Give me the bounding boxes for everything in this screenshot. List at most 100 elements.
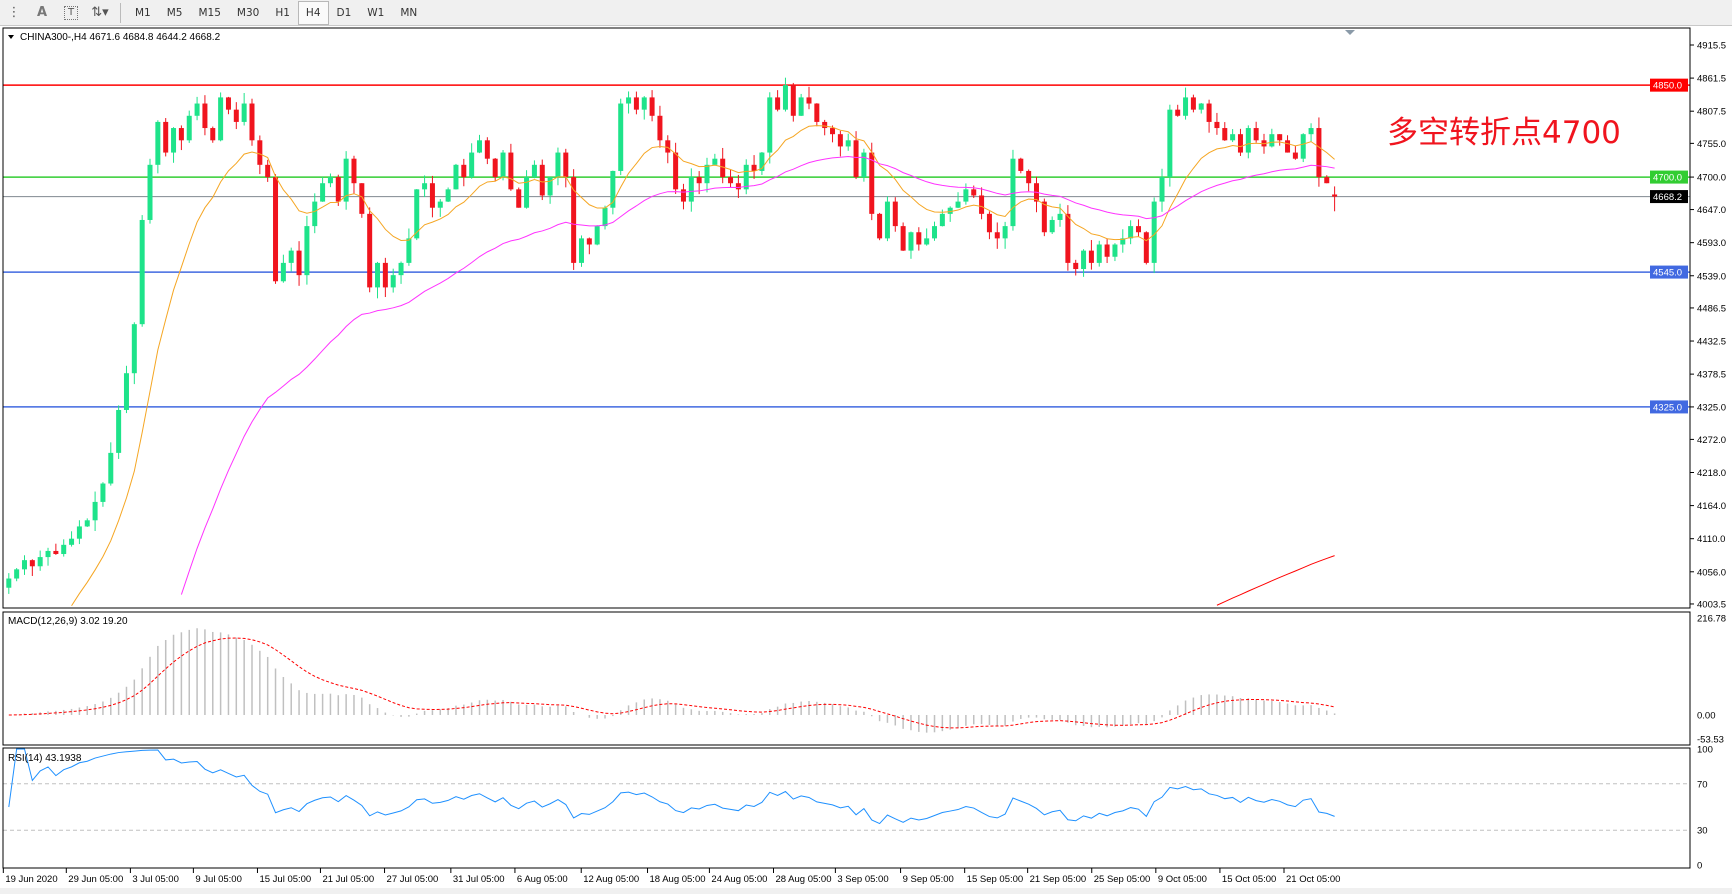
candle-body — [437, 201, 443, 208]
candle-body — [1073, 262, 1079, 270]
rsi-tick-label: 30 — [1697, 826, 1708, 837]
candle — [1292, 145, 1298, 160]
candle-body — [359, 183, 365, 214]
candle — [1245, 125, 1251, 159]
text-label-icon[interactable]: T — [64, 5, 78, 20]
period-button-m15[interactable]: M15 — [198, 6, 221, 19]
time-tick-label: 29 Jun 05:00 — [68, 874, 123, 885]
text-icon[interactable]: A — [36, 5, 48, 20]
candle-body — [1081, 250, 1087, 270]
candle — [461, 158, 467, 187]
collapse-triangle-icon[interactable] — [8, 35, 14, 39]
candle — [578, 235, 584, 267]
candle-body — [1112, 244, 1118, 257]
candle — [1237, 128, 1243, 156]
candle-body — [798, 97, 804, 116]
macd-pane[interactable] — [8, 628, 1336, 733]
hline-grid-icon[interactable]: ⋮ — [7, 5, 21, 20]
candle-body — [265, 164, 271, 178]
macd-tick-label: 216.78 — [1697, 614, 1726, 625]
candle-body — [453, 164, 459, 190]
rsi-tick-label: 100 — [1697, 745, 1713, 756]
main-price-pane[interactable] — [3, 77, 1690, 607]
candle — [735, 174, 741, 198]
moving-average-line-2 — [180, 155, 1335, 595]
candle — [335, 174, 341, 206]
candle-body — [1316, 128, 1322, 178]
level-price-label: 4668.2 — [1653, 192, 1682, 203]
chart-shift-marker-icon[interactable] — [1345, 30, 1355, 35]
candle — [1332, 186, 1338, 212]
candle-body — [131, 324, 137, 374]
candle — [751, 155, 757, 179]
period-button-m30[interactable]: M30 — [236, 6, 260, 19]
candle-body — [1159, 177, 1165, 202]
period-button-m5[interactable]: M5 — [166, 6, 183, 19]
candle-body — [327, 177, 333, 184]
candle-body — [979, 195, 985, 214]
candle — [1159, 168, 1165, 212]
candle — [304, 215, 310, 285]
time-axis: 19 Jun 2020 29 Jun 05:00 3 Jul 05:00 9 Jul … — [0, 868, 1732, 894]
candle — [1214, 112, 1220, 135]
candle — [775, 90, 781, 112]
candle — [123, 365, 129, 414]
candle-body — [1120, 238, 1126, 245]
candle-body — [916, 232, 922, 245]
candle — [861, 148, 867, 182]
candle — [955, 192, 961, 209]
price-tick-label: 4218.0 — [1697, 468, 1726, 479]
candle — [806, 86, 812, 110]
price-tick-label: 4807.5 — [1697, 107, 1726, 118]
level-price-tag — [1650, 78, 1688, 92]
candle-body — [1175, 109, 1181, 116]
period-button-h1[interactable]: H1 — [275, 6, 290, 19]
candle — [767, 92, 773, 164]
candle — [814, 103, 820, 127]
candle-body — [1230, 134, 1236, 141]
time-tick-label: 21 Jul 05:00 — [322, 874, 374, 885]
arrows-icon[interactable]: ⇅▾ — [91, 5, 109, 20]
period-button-w1[interactable]: W1 — [367, 6, 385, 19]
period-button-d1[interactable]: D1 — [336, 6, 352, 19]
candle-body — [767, 97, 773, 153]
time-tick-label: 28 Aug 05:00 — [776, 874, 832, 885]
candle — [61, 539, 67, 557]
candle — [422, 175, 428, 198]
annotation-text: 多空转折点4700 — [1387, 115, 1621, 151]
candle-body — [845, 140, 851, 147]
candle — [1026, 169, 1032, 192]
candle — [163, 118, 169, 157]
level-price-tags: 4850.0 4700.0 4668.2 4545.0 4325.0 — [1650, 78, 1688, 414]
candle — [508, 143, 514, 191]
candle — [1057, 203, 1063, 227]
candle-body — [994, 232, 1000, 239]
rsi-pane[interactable] — [3, 748, 1690, 831]
candle-body — [680, 189, 686, 202]
candle-body — [657, 115, 663, 141]
candle-body — [194, 103, 200, 116]
candle-body — [210, 128, 216, 141]
candle-body — [743, 164, 749, 190]
candle — [602, 205, 608, 230]
candle — [680, 183, 686, 210]
candle — [1033, 176, 1039, 213]
candle — [947, 206, 953, 222]
candle — [1128, 220, 1134, 245]
candle-body — [939, 213, 945, 227]
candle-body — [1041, 201, 1047, 233]
candle — [218, 92, 224, 142]
period-button-mn[interactable]: MN — [400, 6, 418, 19]
candle-body — [665, 140, 671, 153]
candle-body — [924, 238, 930, 245]
candle — [979, 187, 985, 220]
candle-body — [461, 164, 467, 178]
price-tick-label: 4593.0 — [1697, 238, 1726, 249]
period-button-m1[interactable]: M1 — [135, 6, 151, 19]
candle — [320, 177, 326, 202]
period-button-h4[interactable]: H4 — [297, 0, 329, 25]
candle-body — [398, 262, 404, 276]
candle — [84, 518, 90, 527]
